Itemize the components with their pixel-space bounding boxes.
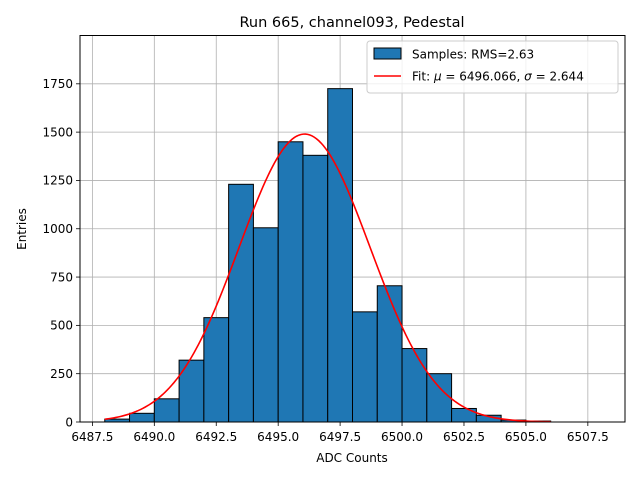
legend: Samples: RMS=2.63 Fit: μ = 6496.066, σ =…: [366, 40, 619, 94]
y-axis-label: Entries: [15, 208, 29, 250]
x-axis-ticks: 6487.5 6490.0 6492.5 6495.0 6497.5 6500.0 6502…: [71, 422, 609, 444]
legend-samples-patch: [373, 47, 402, 60]
mu-value: 6496.066: [459, 70, 516, 84]
chart-title: Run 665, channel093, Pedestal: [239, 15, 464, 31]
sigma-eq: =: [532, 70, 550, 84]
y-tick-label-3: 750: [50, 270, 73, 284]
x-tick-label-6: 6502.5: [443, 430, 485, 444]
histogram-bar-6: [252, 227, 279, 423]
y-tick-label-6: 1500: [42, 125, 73, 139]
histogram-bar-8: [302, 154, 329, 423]
y-axis-ticks: 0 250 500 750 1000 1250 1500 1750: [42, 77, 80, 429]
y-tick-label-1: 250: [50, 367, 73, 381]
histogram-bar-13: [426, 373, 453, 423]
histogram-bar-9: [327, 88, 353, 423]
y-tick-label-0: 0: [65, 415, 73, 429]
x-axis-label: ADC Counts: [316, 451, 388, 465]
histogram-bar-1: [129, 412, 155, 423]
x-tick-label-2: 6492.5: [195, 430, 237, 444]
histogram-bars: [104, 88, 552, 423]
x-tick-label-7: 6505.0: [505, 430, 547, 444]
mu-eq: =: [442, 70, 460, 84]
legend-fit-label: Fit: μ = 6496.066, σ = 2.644: [412, 70, 584, 84]
legend-box: [366, 40, 619, 94]
histogram-bar-7: [277, 141, 304, 423]
histogram-bar-4: [203, 317, 230, 423]
x-tick-label-4: 6497.5: [319, 430, 361, 444]
histogram-bar-11: [376, 285, 403, 423]
legend-samples-label: Samples: RMS=2.63: [412, 48, 534, 62]
mu-symbol: μ: [433, 70, 442, 84]
sep: ,: [517, 70, 525, 84]
y-tick-label-2: 500: [50, 319, 73, 333]
histogram-bar-12: [401, 348, 428, 423]
x-tick-label-8: 6507.5: [567, 430, 609, 444]
fit-prefix: Fit:: [412, 70, 434, 84]
sigma-value: 2.644: [549, 70, 583, 84]
x-tick-label-0: 6487.5: [71, 430, 113, 444]
histogram-bar-2: [153, 398, 180, 423]
x-tick-label-3: 6495.0: [257, 430, 299, 444]
x-tick-label-5: 6500.0: [381, 430, 423, 444]
sigma-symbol: σ: [524, 70, 532, 84]
y-tick-label-5: 1250: [42, 174, 73, 188]
histogram-bar-10: [352, 311, 378, 423]
gaussian-fit-curve: [104, 133, 551, 423]
y-tick-label-7: 1750: [42, 77, 73, 91]
histogram-bar-3: [178, 359, 205, 423]
x-tick-label-1: 6490.0: [133, 430, 175, 444]
y-tick-label-4: 1000: [42, 222, 73, 236]
